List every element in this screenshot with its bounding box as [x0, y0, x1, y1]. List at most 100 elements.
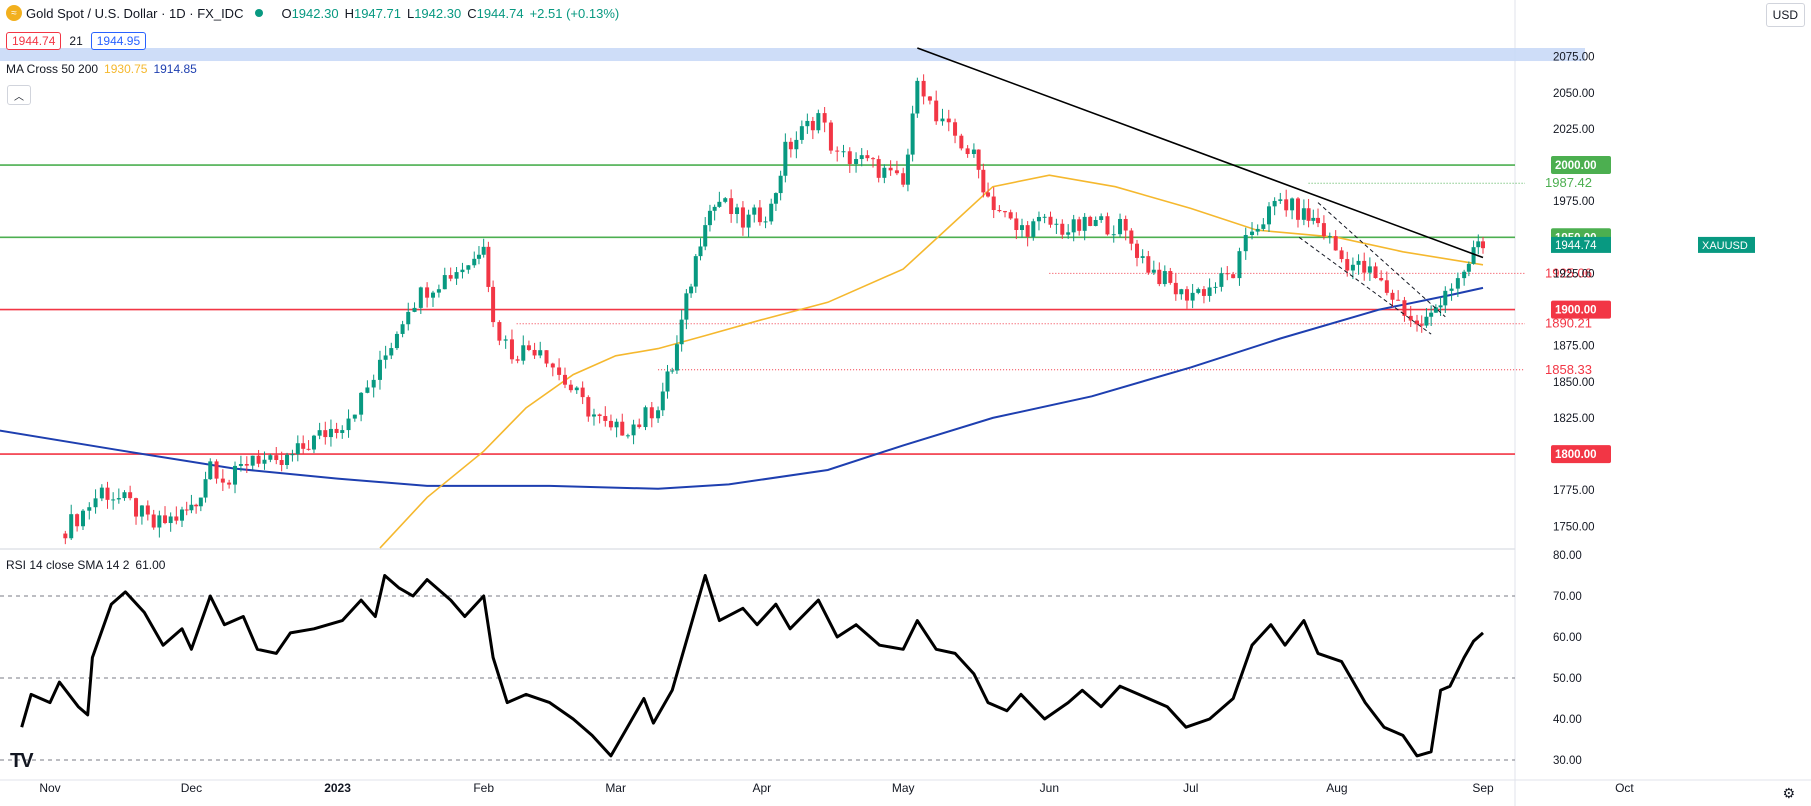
candle-up — [1438, 305, 1443, 308]
candle-up — [698, 246, 703, 257]
candle-up — [1054, 223, 1059, 225]
price-tick-label: 1925.00 — [1553, 268, 1595, 280]
candle-down — [425, 287, 430, 298]
candle-down — [876, 159, 881, 178]
candle-up — [1278, 199, 1283, 201]
candle-down — [1077, 219, 1082, 231]
candle-down — [491, 286, 496, 323]
candle-up — [1466, 263, 1471, 272]
candle-down — [557, 367, 562, 375]
price-tick-label: 1825.00 — [1553, 413, 1595, 425]
candle-down — [822, 113, 827, 123]
candle-up — [1356, 260, 1361, 265]
tradingview-logo: TV — [10, 750, 34, 772]
candle-up — [1290, 198, 1295, 211]
candle-up — [80, 510, 85, 527]
candle-up — [365, 387, 370, 393]
currency-button[interactable]: USD — [1765, 3, 1805, 27]
candle-down — [526, 345, 531, 350]
candle-down — [847, 151, 852, 164]
candle-up — [122, 492, 127, 499]
candle-up — [1350, 264, 1355, 271]
candle-up — [503, 339, 508, 341]
candle-down — [865, 155, 870, 159]
candle-down — [997, 210, 1002, 212]
candle-down — [128, 492, 133, 499]
candle-up — [1433, 307, 1438, 313]
rsi-tick-label: 50.00 — [1553, 673, 1582, 685]
candle-up — [1367, 266, 1372, 273]
candle-up — [1455, 278, 1460, 289]
candle-up — [783, 141, 788, 176]
candle-down — [227, 482, 232, 485]
candle-down — [497, 322, 502, 341]
candle-down — [637, 424, 642, 428]
gold-coin-icon: ≈ — [6, 5, 22, 21]
candle-down — [921, 80, 926, 97]
candle-down — [1025, 225, 1030, 237]
candle-down — [63, 533, 68, 539]
candle-up — [915, 80, 920, 114]
candle-up — [1237, 251, 1242, 279]
candle-down — [174, 516, 179, 521]
time-tick-label: May — [892, 781, 915, 795]
candle-down — [959, 135, 964, 149]
candle-down — [509, 339, 514, 360]
ohlc-open-value: 1942.30 — [291, 5, 339, 21]
rsi-tick-label: 60.00 — [1553, 632, 1582, 644]
rsi-legend[interactable]: RSI 14 close SMA 14 2 61.00 — [6, 558, 165, 572]
candle-up — [538, 350, 543, 356]
candle-down — [1390, 292, 1395, 300]
candle-up — [752, 207, 757, 215]
channel-upper-line — [1317, 202, 1446, 318]
ask-price[interactable]: 1944.95 — [90, 32, 147, 50]
candle-down — [991, 196, 996, 211]
candle-up — [816, 113, 821, 131]
candle-up — [1449, 288, 1454, 291]
candle-down — [1129, 230, 1134, 244]
candle-up — [1311, 217, 1316, 221]
time-tick-label: 2023 — [324, 781, 351, 795]
gear-icon[interactable]: ⚙ — [1782, 785, 1795, 801]
candle-up — [656, 410, 661, 419]
candle-up — [1219, 273, 1224, 287]
candle-down — [1384, 280, 1389, 293]
symbol-legend[interactable]: ≈ Gold Spot / U.S. Dollar · 1D · FX_IDC … — [6, 5, 619, 21]
candle-up — [574, 387, 579, 391]
candle-up — [1042, 216, 1047, 218]
candle-down — [145, 505, 150, 515]
candle-up — [665, 371, 670, 392]
channel-lower-line — [1298, 236, 1432, 335]
price-tick-label: 1975.00 — [1553, 196, 1595, 208]
candle-down — [550, 363, 555, 368]
candle-up — [418, 287, 423, 308]
candle-down — [580, 387, 585, 398]
candle-down — [334, 428, 339, 433]
candle-up — [389, 348, 394, 356]
candle-up — [377, 359, 382, 380]
collapse-legend-button[interactable]: ︿ — [7, 85, 31, 105]
candle-up — [400, 324, 405, 334]
candle-down — [810, 120, 815, 131]
candle-up — [116, 498, 121, 500]
candle-down — [1088, 216, 1093, 226]
candle-up — [679, 319, 684, 345]
candle-up — [1036, 216, 1041, 222]
candle-up — [1066, 232, 1071, 235]
candle-down — [220, 478, 225, 483]
candle-up — [693, 256, 698, 287]
candle-up — [346, 418, 351, 431]
candle-down — [649, 407, 654, 419]
candle-up — [208, 461, 213, 480]
candle-up — [1093, 219, 1098, 226]
ma-legend[interactable]: MA Cross 50 200 1930.75 1914.85 — [6, 62, 197, 76]
ma50-line — [379, 174, 1484, 549]
bid-price[interactable]: 1944.74 — [6, 32, 62, 50]
candle-down — [279, 460, 284, 465]
level-price-badge — [1551, 300, 1611, 319]
candle-down — [828, 122, 833, 151]
candle-up — [442, 275, 447, 290]
candle-down — [888, 167, 893, 171]
candle-down — [927, 96, 932, 101]
